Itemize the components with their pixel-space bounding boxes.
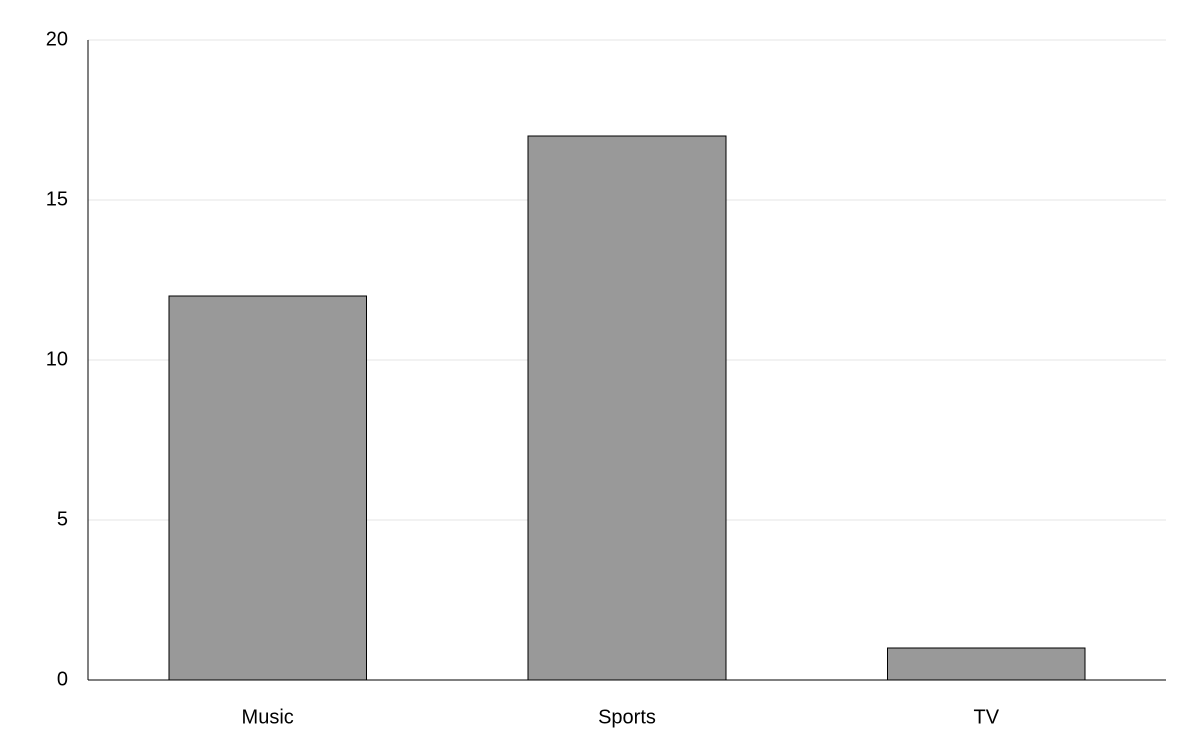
- x-tick-label: TV: [974, 707, 1000, 729]
- y-tick-label: 15: [46, 188, 68, 210]
- x-tick-label: Music: [242, 707, 294, 729]
- y-tick-label: 10: [46, 348, 68, 370]
- y-tick-label: 5: [57, 508, 68, 530]
- x-tick-label: Sports: [598, 707, 656, 729]
- bar: [888, 648, 1086, 680]
- bar: [528, 136, 726, 680]
- chart-svg: 0 5 10 15 20 Music Sports TV: [0, 0, 1200, 742]
- y-tick-label: 20: [46, 28, 68, 50]
- y-tick-label: 0: [57, 668, 68, 690]
- bar: [169, 296, 367, 680]
- bar-chart: 0 5 10 15 20 Music Sports TV: [0, 0, 1200, 742]
